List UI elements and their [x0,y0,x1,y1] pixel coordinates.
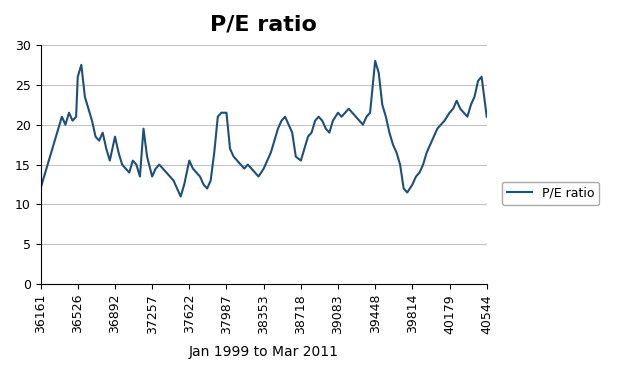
X-axis label: Jan 1999 to Mar 2011: Jan 1999 to Mar 2011 [188,345,339,359]
P/E ratio [474,78,482,83]
Line: P/E ratio: P/E ratio [41,61,487,196]
Legend: P/E ratio: P/E ratio [502,182,600,205]
P/E ratio [136,174,144,179]
P/E ratio [457,106,464,111]
P/E ratio [180,182,188,187]
P/E ratio [483,114,490,119]
P/E ratio [177,194,185,199]
Title: P/E ratio: P/E ratio [210,15,317,35]
P/E ratio [37,186,44,191]
P/E ratio [371,59,379,63]
P/E ratio [322,126,329,131]
P/E ratio [281,114,289,119]
